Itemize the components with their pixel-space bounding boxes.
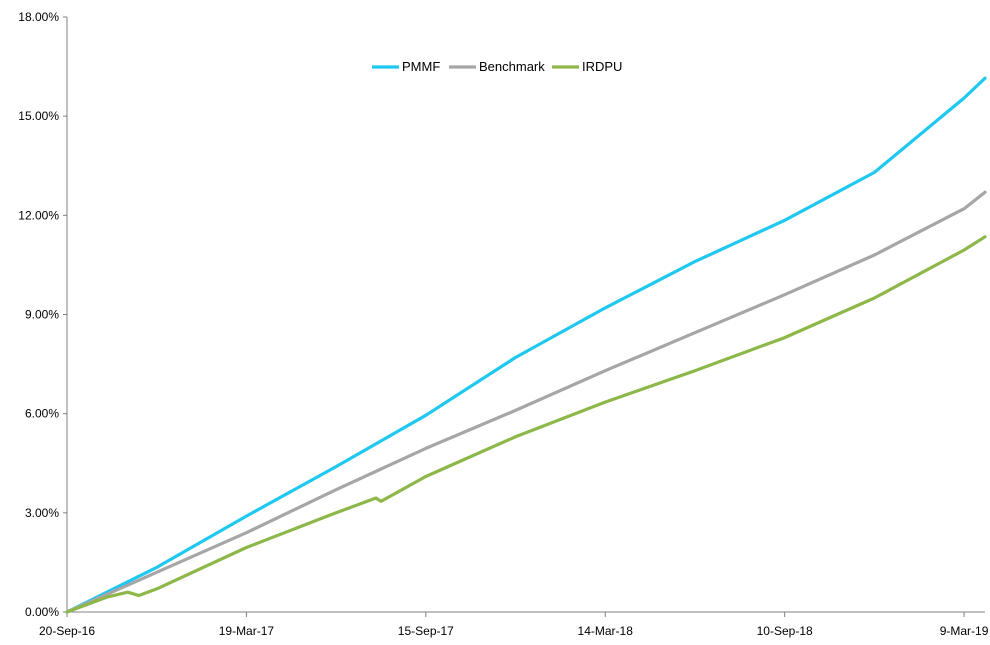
axes: 0.00% 3.00% 6.00% 9.00% 12.00% 15.00% 18.00% 20…	[18, 10, 988, 638]
y-tick-label: 6.00%	[25, 407, 59, 421]
series-line-pmmf	[65, 76, 987, 614]
x-tick-label: 10-Sep-18	[757, 624, 813, 638]
legend-label: PMMF	[402, 59, 440, 74]
legend-entry-benchmark: Benchmark	[449, 59, 545, 74]
y-tick-label: 9.00%	[25, 308, 59, 322]
legend-entry-irdpu: IRDPU	[552, 59, 622, 74]
x-tick-label: 15-Sep-17	[398, 624, 454, 638]
x-tick-label: 20-Sep-16	[39, 624, 95, 638]
legend-label: Benchmark	[479, 59, 545, 74]
x-tick-label: 9-Mar-19	[940, 624, 989, 638]
series-layer	[65, 76, 987, 614]
y-tick-label: 12.00%	[18, 208, 59, 222]
y-tick-label: 18.00%	[18, 10, 59, 24]
legend-label: IRDPU	[582, 59, 622, 74]
legend: PMMF Benchmark IRDPU	[372, 59, 622, 74]
series-line-irdpu	[65, 235, 987, 614]
series-line-benchmark	[65, 190, 987, 614]
y-tick-label: 3.00%	[25, 506, 59, 520]
y-tick-label: 0.00%	[25, 605, 59, 619]
x-tick-label: 14-Mar-18	[578, 624, 634, 638]
y-tick-label: 15.00%	[18, 109, 59, 123]
x-tick-label: 19-Mar-17	[219, 624, 275, 638]
legend-entry-pmmf: PMMF	[372, 59, 440, 74]
